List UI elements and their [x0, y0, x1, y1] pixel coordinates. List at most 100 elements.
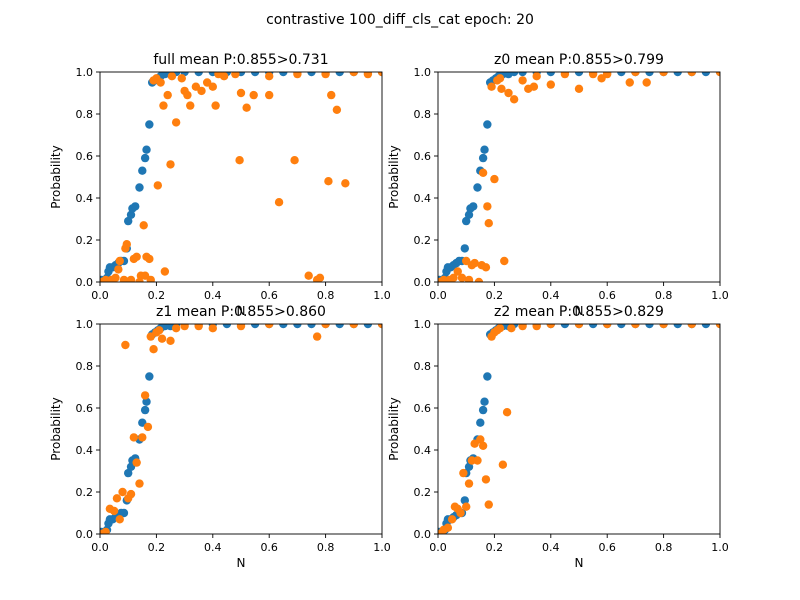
data-point [377, 324, 382, 329]
data-point [474, 277, 484, 282]
y-tick-label: 0.2 [414, 486, 432, 499]
data-point [464, 479, 474, 488]
data-point [469, 202, 478, 211]
data-point [507, 324, 516, 333]
y-axis-label: Probability [387, 397, 401, 460]
data-point [645, 324, 654, 329]
subplot-title: z2 mean P:0.855>0.829 [494, 304, 664, 320]
data-point [500, 256, 509, 266]
y-tick-label: 0.0 [76, 528, 94, 541]
plot-area [100, 324, 382, 534]
data-point [483, 202, 492, 211]
y-tick-label: 0.0 [414, 276, 432, 289]
x-tick-label: 0.2 [486, 289, 504, 302]
series-1 [100, 72, 382, 282]
x-tick-label: 0.6 [260, 289, 278, 302]
data-point [146, 275, 155, 282]
y-tick-label: 0.2 [76, 486, 94, 499]
data-point [478, 153, 488, 163]
data-point [574, 84, 584, 94]
data-point [518, 324, 527, 331]
data-point [135, 479, 144, 488]
data-point [476, 435, 485, 444]
data-point [145, 254, 154, 264]
data-point [304, 271, 313, 280]
data-point [341, 179, 350, 188]
data-point [363, 72, 373, 79]
data-point [509, 72, 519, 77]
data-point [470, 258, 479, 268]
data-point [315, 273, 325, 282]
data-point [687, 72, 696, 77]
data-point [307, 72, 316, 77]
data-point [111, 273, 120, 282]
data-point [126, 210, 136, 219]
data-point [153, 181, 163, 190]
data-point [242, 103, 251, 112]
y-tick-label: 1.0 [414, 318, 432, 331]
data-point [171, 324, 181, 333]
data-point [464, 210, 474, 219]
data-point [481, 263, 491, 272]
data-point [231, 72, 240, 79]
data-point [504, 88, 513, 98]
axes-frame [437, 71, 721, 283]
data-point [464, 275, 474, 282]
y-axis-label: Probability [387, 145, 401, 208]
x-tick-label: 0.6 [598, 541, 616, 554]
data-point [324, 177, 333, 186]
x-tick-label: 0.2 [486, 541, 504, 554]
data-point [447, 515, 457, 524]
data-point [631, 72, 640, 77]
data-point [631, 324, 640, 329]
subplot-title: z1 mean P:0.855>0.860 [156, 304, 326, 320]
y-tick-label: 0.2 [414, 234, 432, 247]
data-point [518, 72, 527, 77]
subplot-1: 0.0 0.2 0.4 0.6 0.8 1.0 0.0 0.2 0.4 0.6 0.8 1.0 z0 m… [387, 52, 729, 318]
x-tick-label: 1.0 [711, 289, 729, 302]
axes-frame [99, 323, 383, 535]
data-point [659, 72, 668, 77]
data-point [142, 397, 151, 406]
data-point [312, 332, 322, 341]
data-point [208, 324, 217, 333]
data-point [443, 523, 453, 532]
data-point [327, 90, 336, 100]
data-point [617, 324, 626, 329]
data-point [274, 198, 284, 207]
data-point [546, 80, 555, 89]
data-point [279, 72, 288, 77]
x-tick-label: 0.2 [148, 289, 166, 302]
data-point [588, 324, 598, 329]
data-point [115, 256, 124, 266]
x-tick-label: 0.8 [655, 541, 673, 554]
data-point [122, 240, 131, 249]
data-point [138, 166, 147, 175]
data-point [265, 324, 274, 329]
subplot-2: 0.0 0.2 0.4 0.6 0.8 1.0 0.0 0.2 0.4 0.6 0.8 1.0 z1 m… [49, 304, 391, 570]
data-point [132, 458, 141, 467]
subplot-title: z0 mean P:0.855>0.799 [494, 52, 664, 68]
data-point [112, 494, 122, 503]
x-tick-label: 0.0 [91, 289, 109, 302]
y-tick-label: 0.6 [414, 402, 432, 415]
data-point [495, 74, 505, 83]
data-point [483, 372, 492, 381]
x-tick-label: 0.0 [429, 289, 447, 302]
y-tick-label: 0.6 [76, 150, 94, 163]
data-point [279, 324, 288, 329]
x-tick-label: 0.4 [204, 541, 222, 554]
data-point [478, 168, 488, 177]
data-point [293, 72, 302, 79]
data-point [487, 82, 496, 91]
data-point [290, 156, 299, 165]
data-point [715, 324, 720, 329]
data-point [143, 422, 153, 432]
axes-frame [99, 71, 383, 283]
data-point [145, 372, 154, 381]
data-point [126, 275, 136, 282]
data-point [453, 267, 462, 276]
data-point [138, 433, 147, 442]
data-point [574, 324, 584, 329]
data-point [625, 78, 634, 87]
